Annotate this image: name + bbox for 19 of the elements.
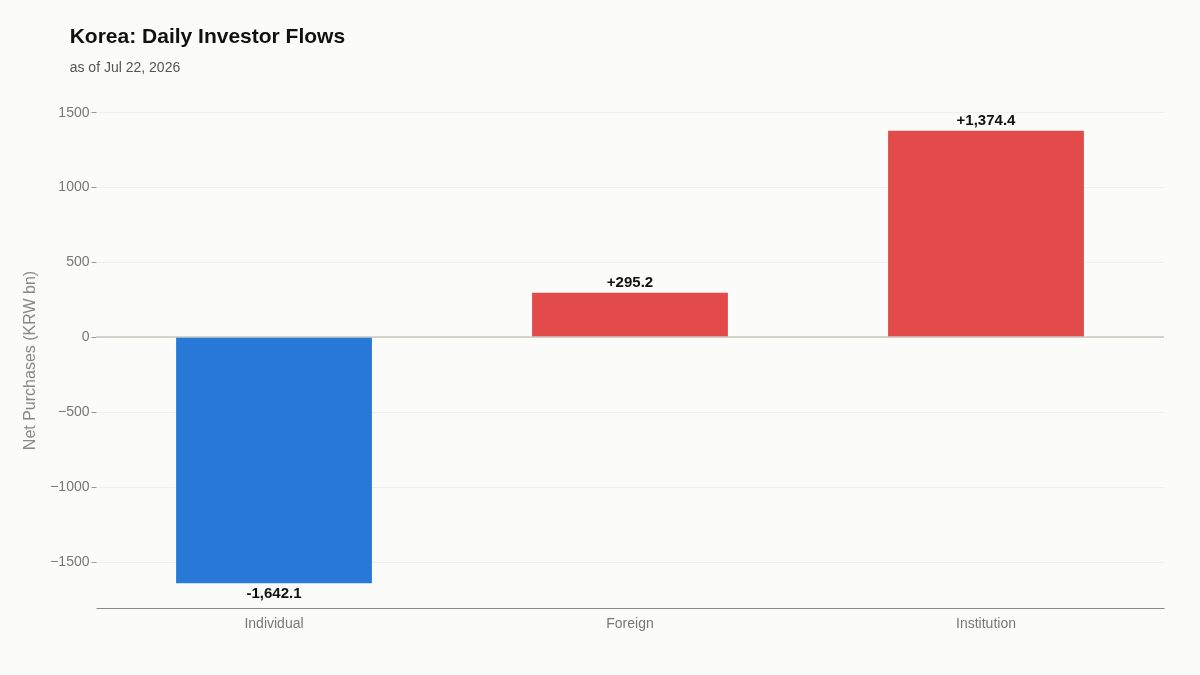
y-tick-label: 500	[66, 253, 90, 270]
y-tick-label: 1500	[58, 103, 90, 120]
data-label: +1,374.4	[956, 110, 1017, 128]
bar	[176, 336, 372, 584]
x-tick-label: Individual	[244, 614, 304, 631]
y-tick-label: −1000	[50, 478, 90, 495]
bar	[888, 130, 1084, 337]
y-tick-label: 1000	[58, 178, 90, 195]
bar	[532, 292, 728, 337]
x-tick-label: Institution	[956, 614, 1016, 631]
data-label: +295.2	[606, 272, 654, 290]
data-label: -1,642.1	[246, 584, 302, 602]
chart-title: Korea: Daily Investor Flows	[69, 24, 346, 47]
y-tick-label: −1500	[50, 553, 90, 570]
chart-subtitle: as of Jul 22, 2026	[69, 59, 181, 75]
x-tick-label: Foreign	[606, 614, 654, 631]
y-tick-label: 0	[81, 328, 90, 345]
y-axis-title: Net Purchases (KRW bn)	[21, 270, 39, 451]
y-tick-label: −500	[57, 403, 90, 420]
